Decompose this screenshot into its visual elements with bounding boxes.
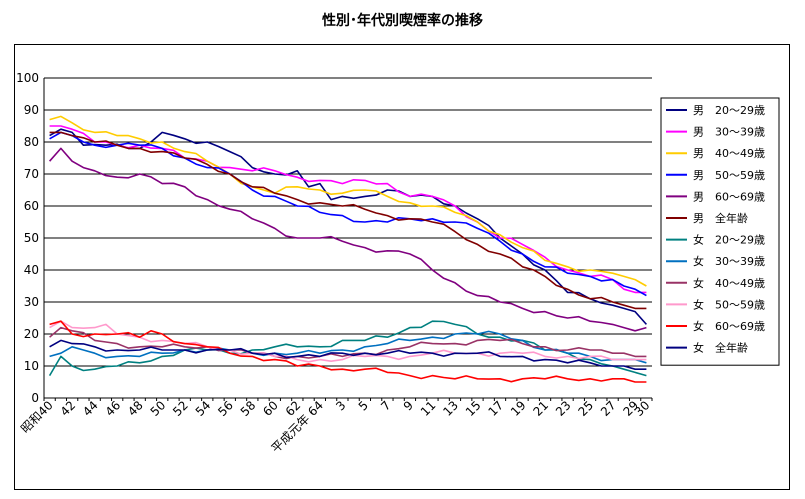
x-tick-label: 15 [463,398,484,419]
series-line-2 [49,125,647,294]
x-tick-label: 21 [530,398,551,419]
series-line-7 [48,320,647,377]
axes [43,78,653,401]
series-line-8 [49,330,647,364]
series-lines [48,115,647,383]
y-tick-labels: 0 10 20 30 40 50 60 70 80 90 100 [16,71,39,405]
y-tick-label-70: 70 [24,167,39,181]
x-tick-label: 25 [575,398,596,419]
x-tick-label: 52 [170,398,191,419]
y-tick-label-20: 20 [24,327,39,341]
legend-label-11: 女 60～69歳 [693,319,765,333]
legend-label-5: 男 60～69歳 [693,190,765,203]
series-line-5 [49,147,647,332]
x-tick-label: 3 [333,398,348,413]
y-tick-label-50: 50 [24,231,39,245]
x-tick-label: 17 [485,398,506,419]
x-tick-label: 9 [401,398,416,413]
x-tick-label: 60 [260,398,281,419]
series-line-6 [49,131,647,310]
y-tick-label-90: 90 [24,103,39,117]
x-tick-label: 19 [508,398,529,419]
x-tick-label: 30 [632,398,653,419]
chart-title: 性別･年代別喫煙率の推移 [322,13,483,29]
y-tick-label-10: 10 [24,359,39,373]
legend-label-9: 女 40～49歳 [693,276,765,290]
x-tick-label: 58 [238,398,259,419]
y-tick-label-80: 80 [24,135,39,149]
legend-label-12: 女 全年齢 [693,341,748,355]
series-line-11 [49,320,647,383]
legend-label-4: 男 50～59歳 [693,169,765,182]
y-tick-label-0: 0 [31,391,39,405]
x-tick-label: 54 [193,398,214,419]
y-tick-label-60: 60 [24,199,39,213]
y-tick-label-40: 40 [24,263,39,277]
x-tick-label: 46 [103,398,124,419]
series-line-3 [49,115,647,287]
legend-label-2: 男 30～39歳 [693,126,765,139]
series-line-12 [49,339,647,371]
series-line-1 [49,128,647,325]
legend-box [660,97,780,366]
x-tick-label: 50 [148,398,169,419]
x-tick-label: 5 [356,398,371,413]
legend-label-3: 男 40～49歳 [693,147,765,160]
legend-label-10: 女 50～59歳 [693,297,765,311]
x-tick-label: 48 [125,398,146,419]
legend-label-7: 女 20～29歳 [693,233,765,247]
legend-label-1: 男 20～29歳 [693,104,765,117]
series-line-4 [49,131,647,297]
x-tick-label: 27 [598,398,619,419]
x-tick-label: 13 [440,398,461,419]
y-tick-label-100: 100 [16,71,39,85]
x-tick-label: 11 [418,398,439,419]
x-tick-label: 42 [58,398,79,419]
legend-label-6: 男 全年齢 [693,211,748,225]
legend-label-8: 女 30～39歳 [693,254,765,268]
x-tick-label: 23 [553,398,574,419]
x-tick-label: 56 [215,398,236,419]
x-tick-label: 44 [80,398,101,419]
x-tick-label: 7 [378,398,393,413]
series-line-10 [49,320,647,363]
y-tick-label-30: 30 [24,295,39,309]
chart-frame [14,44,790,490]
